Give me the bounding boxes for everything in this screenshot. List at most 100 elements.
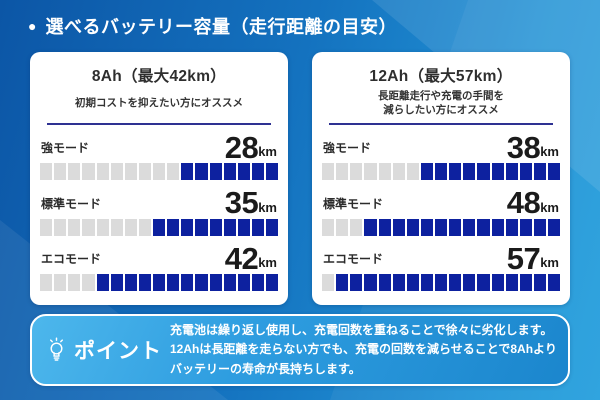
gauge-segment (124, 218, 137, 236)
gauge-segment (364, 163, 377, 181)
point-text-line: バッテリーの寿命が長持ちします。 (170, 361, 361, 376)
gauge-segment (54, 274, 67, 292)
gauge-segment (519, 163, 532, 181)
gauge-segment (237, 163, 250, 181)
gauge-segment (406, 163, 419, 181)
range-gauge (322, 163, 561, 181)
gauge-segment (110, 163, 123, 181)
mode-km-number: 35 (224, 185, 259, 221)
gauge-segment (237, 274, 250, 292)
gauge-segment (463, 163, 476, 181)
gauge-segment (251, 163, 264, 181)
gauge-segment (435, 274, 448, 292)
gauge-segment (40, 218, 53, 236)
range-gauge (322, 218, 561, 236)
gauge-segment (336, 163, 349, 181)
mode-value: 38 km (507, 132, 559, 164)
mode-km-unit: km (258, 255, 277, 271)
battery-card-8ah: 8Ah（最大42km） 初期コストを抑えたい方にオススメ 強モード 28 km (30, 52, 288, 305)
gauge-segment (195, 274, 208, 292)
card-title: 12Ah（最大57km） (369, 68, 513, 85)
gauge-segment (82, 218, 95, 236)
card-subtitle-line: 初期コストを抑えたい方にオススメ (75, 97, 243, 110)
gauge-segment (54, 163, 67, 181)
gauge-segment (167, 218, 180, 236)
header: ● 選べるバッテリー容量（走行距離の目安） (28, 13, 397, 39)
gauge-segment (449, 218, 462, 236)
mode-km-number: 57 (506, 240, 541, 276)
gauge-segment (463, 218, 476, 236)
gauge-segment (378, 274, 391, 292)
gauge-segment (82, 274, 95, 292)
point-text-line: 12Ahは長距離を走らない方でも、充電の回数を減らせることで8Ahより (170, 342, 557, 357)
gauge-segment (378, 163, 391, 181)
gauge-segment (223, 218, 236, 236)
gauge-segment (96, 274, 109, 292)
gauge-segment (533, 163, 546, 181)
gauge-segment (153, 218, 166, 236)
gauge-segment (40, 274, 53, 292)
range-gauge (40, 274, 279, 292)
gauge-segment (435, 163, 448, 181)
gauge-segment (181, 163, 194, 181)
mode-head: エコモード 57 km (322, 240, 560, 276)
mode-label: 強モード (323, 141, 372, 156)
gauge-segment (181, 274, 194, 292)
mode-row-strong: 強モード 38 km (320, 132, 562, 181)
gauge-segment (54, 218, 67, 236)
gauge-segment (223, 274, 236, 292)
gauge-segment (533, 274, 546, 292)
gauge-segment (420, 163, 433, 181)
mode-value: 57 km (506, 240, 559, 276)
card-divider (329, 123, 553, 125)
gauge-segment (548, 163, 561, 181)
mode-km-number: 48 (506, 185, 541, 221)
gauge-segment (505, 274, 518, 292)
gauge-segment (167, 163, 180, 181)
gauge-segment (110, 218, 123, 236)
gauge-segment (491, 274, 504, 292)
mode-km-unit: km (540, 144, 559, 160)
mode-label: 強モード (41, 141, 90, 156)
card-subtitle-line: 減らしたい方にオススメ (383, 104, 499, 116)
point-label: ポイント (74, 340, 162, 363)
mode-value: 48 km (506, 185, 559, 221)
range-gauge (40, 163, 279, 181)
mode-head: 強モード 38 km (322, 132, 560, 164)
mode-row-eco: エコモード 57 km (320, 240, 562, 292)
gauge-segment (548, 218, 561, 236)
gauge-segment (364, 218, 377, 236)
mode-row-standard: 標準モード 48 km (320, 185, 562, 236)
gauge-segment (124, 163, 137, 181)
mode-head: 標準モード 48 km (322, 185, 560, 221)
gauge-segment (68, 274, 81, 292)
gauge-segment (420, 218, 433, 236)
gauge-segment (181, 218, 194, 236)
mode-km-unit: km (540, 199, 559, 215)
mode-head: 強モード 28 km (40, 132, 278, 164)
gauge-segment (209, 163, 222, 181)
mode-label: エコモード (323, 252, 384, 267)
gauge-segment (209, 218, 222, 236)
gauge-segment (266, 218, 279, 236)
gauge-segment (82, 163, 95, 181)
gauge-segment (110, 274, 123, 292)
gauge-segment (266, 163, 279, 181)
gauge-segment (350, 274, 363, 292)
card-subtitle: 初期コストを抑えたい方にオススメ (38, 89, 280, 119)
gauge-segment (519, 274, 532, 292)
mode-row-strong: 強モード 28 km (38, 132, 280, 181)
gauge-segment (491, 163, 504, 181)
gauge-segment (96, 163, 109, 181)
gauge-segment (435, 218, 448, 236)
gauge-segment (533, 218, 546, 236)
gauge-segment (378, 218, 391, 236)
gauge-segment (153, 163, 166, 181)
card-title: 8Ah（最大42km） (91, 68, 227, 85)
lightbulb-icon (49, 337, 64, 361)
card-subtitle: 長距離走行や充電の手間を 減らしたい方にオススメ (320, 89, 562, 119)
gauge-segment (336, 274, 349, 292)
gauge-segment (153, 274, 166, 292)
gauge-segment (505, 163, 518, 181)
